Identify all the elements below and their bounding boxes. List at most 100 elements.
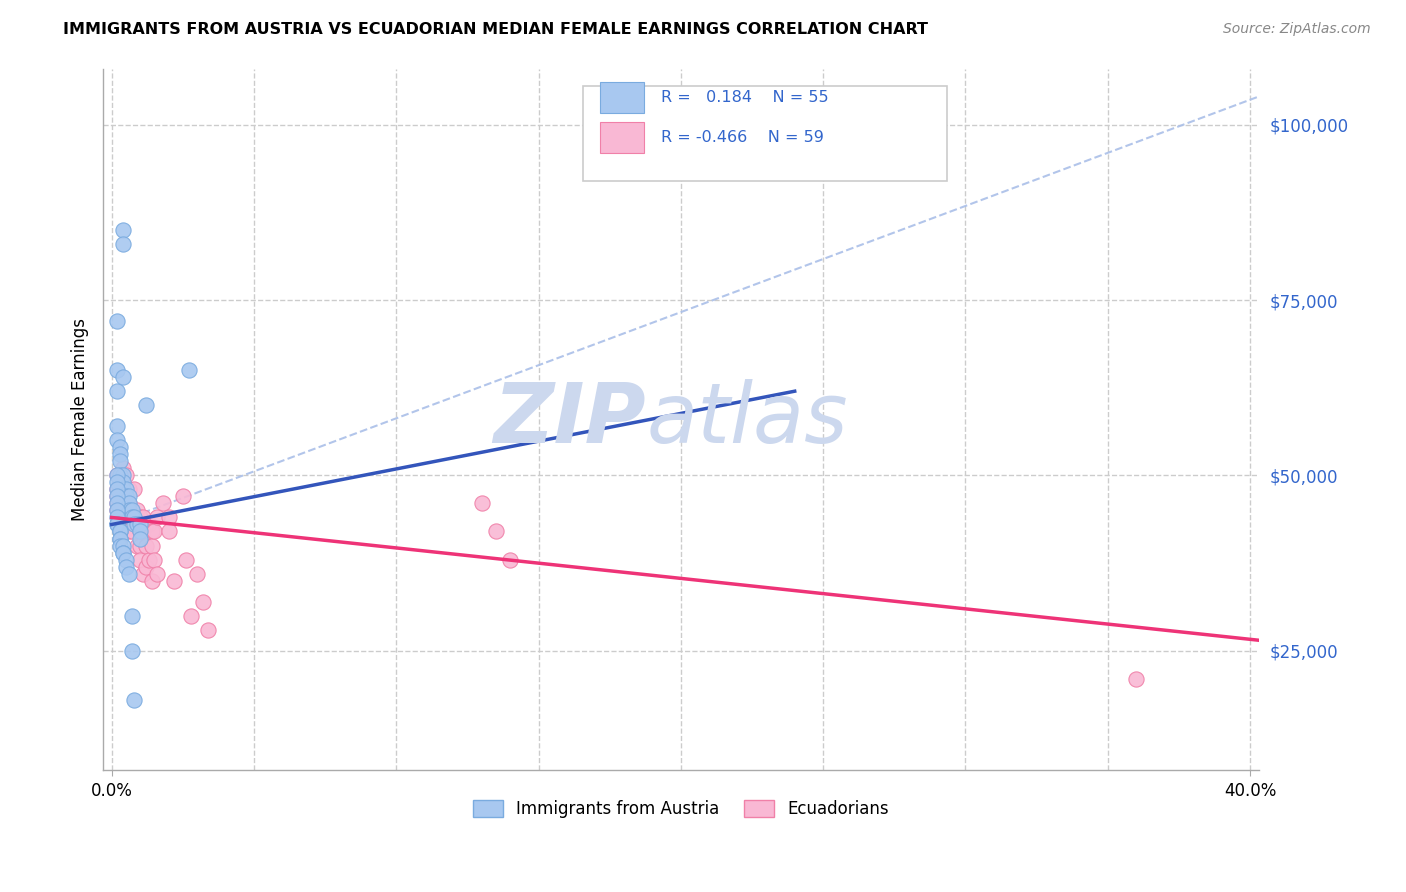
Point xyxy=(157,524,180,539)
Point xyxy=(186,566,208,581)
Point xyxy=(112,496,135,510)
Y-axis label: Median Female Earnings: Median Female Earnings xyxy=(72,318,89,521)
Point xyxy=(105,483,128,497)
Bar xyxy=(600,82,644,112)
Point xyxy=(118,503,141,517)
Point xyxy=(118,490,141,504)
Point xyxy=(108,447,131,461)
Point xyxy=(129,532,152,546)
Point xyxy=(118,510,141,524)
Point xyxy=(108,524,131,539)
Point xyxy=(197,623,219,637)
Point xyxy=(121,644,143,658)
Point xyxy=(121,503,143,517)
Point xyxy=(105,517,128,532)
Point xyxy=(135,398,157,412)
Point xyxy=(172,490,194,504)
Legend: Immigrants from Austria, Ecuadorians: Immigrants from Austria, Ecuadorians xyxy=(465,793,896,825)
Point xyxy=(129,539,152,553)
Point xyxy=(105,496,128,510)
Point xyxy=(108,468,131,483)
Point xyxy=(105,503,128,517)
FancyBboxPatch shape xyxy=(582,86,946,181)
Point xyxy=(141,539,163,553)
Point xyxy=(1125,672,1147,686)
Point xyxy=(108,532,131,546)
Point xyxy=(115,468,138,483)
Point xyxy=(112,468,135,483)
Point xyxy=(127,517,149,532)
Point xyxy=(112,461,135,475)
Point xyxy=(127,517,149,532)
Point xyxy=(121,503,143,517)
Point xyxy=(177,363,200,377)
Point xyxy=(108,475,131,490)
Point xyxy=(105,496,128,510)
Point xyxy=(118,496,141,510)
Text: ZIP: ZIP xyxy=(494,379,647,459)
Point xyxy=(105,419,128,434)
Point xyxy=(108,468,131,483)
Text: atlas: atlas xyxy=(647,379,848,459)
Point xyxy=(105,490,128,504)
Point xyxy=(105,468,128,483)
Point xyxy=(124,517,146,532)
Point xyxy=(105,468,128,483)
Point xyxy=(105,363,128,377)
Point xyxy=(124,483,146,497)
Text: R =   0.184    N = 55: R = 0.184 N = 55 xyxy=(661,90,830,104)
Point xyxy=(129,524,152,539)
Bar xyxy=(600,122,644,153)
Point xyxy=(115,503,138,517)
Text: R = -0.466    N = 59: R = -0.466 N = 59 xyxy=(661,129,824,145)
Point xyxy=(132,566,155,581)
Point xyxy=(143,552,166,566)
Point xyxy=(112,539,135,553)
Point xyxy=(127,539,149,553)
Point xyxy=(112,236,135,251)
Point xyxy=(112,370,135,384)
Point xyxy=(108,483,131,497)
Point xyxy=(129,517,152,532)
Point xyxy=(115,490,138,504)
Point xyxy=(108,503,131,517)
Point xyxy=(118,496,141,510)
Point xyxy=(141,524,163,539)
Point xyxy=(129,552,152,566)
Point xyxy=(108,532,131,546)
Point xyxy=(174,552,197,566)
Point xyxy=(118,566,141,581)
Point xyxy=(129,524,152,539)
Point xyxy=(143,524,166,539)
Point xyxy=(105,434,128,448)
Point xyxy=(112,545,135,559)
Point xyxy=(485,524,508,539)
Point xyxy=(105,490,128,504)
Point xyxy=(499,552,522,566)
Point xyxy=(105,510,128,524)
Point xyxy=(135,539,157,553)
Point xyxy=(108,539,131,553)
Point xyxy=(124,510,146,524)
Point xyxy=(115,483,138,497)
Point xyxy=(152,496,174,510)
Point xyxy=(135,559,157,574)
Point xyxy=(105,503,128,517)
Point xyxy=(105,314,128,328)
Point xyxy=(112,483,135,497)
Point xyxy=(191,594,214,608)
Point xyxy=(115,559,138,574)
Point xyxy=(108,524,131,539)
Point xyxy=(105,475,128,490)
Point xyxy=(129,510,152,524)
Point xyxy=(121,510,143,524)
Point xyxy=(112,475,135,490)
Text: IMMIGRANTS FROM AUSTRIA VS ECUADORIAN MEDIAN FEMALE EARNINGS CORRELATION CHART: IMMIGRANTS FROM AUSTRIA VS ECUADORIAN ME… xyxy=(63,22,928,37)
Point xyxy=(108,496,131,510)
Point xyxy=(118,483,141,497)
Point xyxy=(121,608,143,623)
Point xyxy=(146,566,169,581)
Point xyxy=(115,552,138,566)
Point xyxy=(105,483,128,497)
Point xyxy=(108,454,131,468)
